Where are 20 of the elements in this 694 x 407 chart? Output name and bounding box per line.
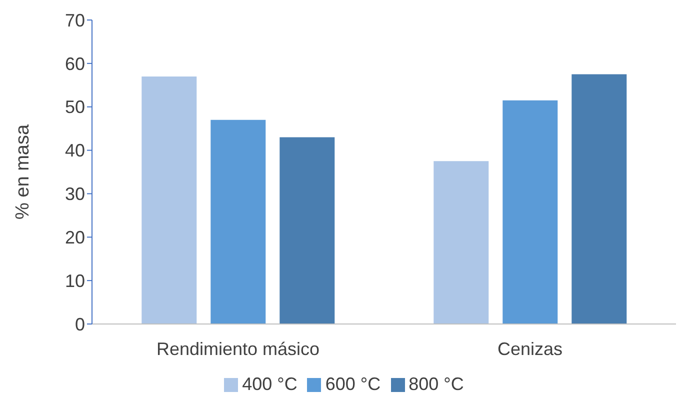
y-tick-label: 30 <box>64 184 85 204</box>
bar <box>434 161 489 324</box>
y-tick-label: 10 <box>64 270 85 291</box>
x-tick-label: Cenizas <box>497 338 563 359</box>
y-tick-label: 50 <box>64 97 85 118</box>
bar <box>210 120 266 324</box>
legend-label: 400 °C <box>242 374 298 394</box>
y-tick-label: 0 <box>74 314 85 334</box>
bar <box>572 74 627 324</box>
y-tick-label: 40 <box>64 140 85 161</box>
bar <box>142 76 197 324</box>
bar <box>502 100 558 324</box>
legend-label: 600 °C <box>325 374 381 394</box>
y-tick-label: 20 <box>64 228 85 248</box>
legend-label: 800 °C <box>408 374 464 394</box>
y-tick-label: 70 <box>64 10 85 30</box>
y-axis-title: % en masa <box>12 124 34 220</box>
bar <box>280 137 335 324</box>
x-tick-label: Rendimiento másico <box>156 338 320 359</box>
y-tick-label: 60 <box>64 54 85 74</box>
